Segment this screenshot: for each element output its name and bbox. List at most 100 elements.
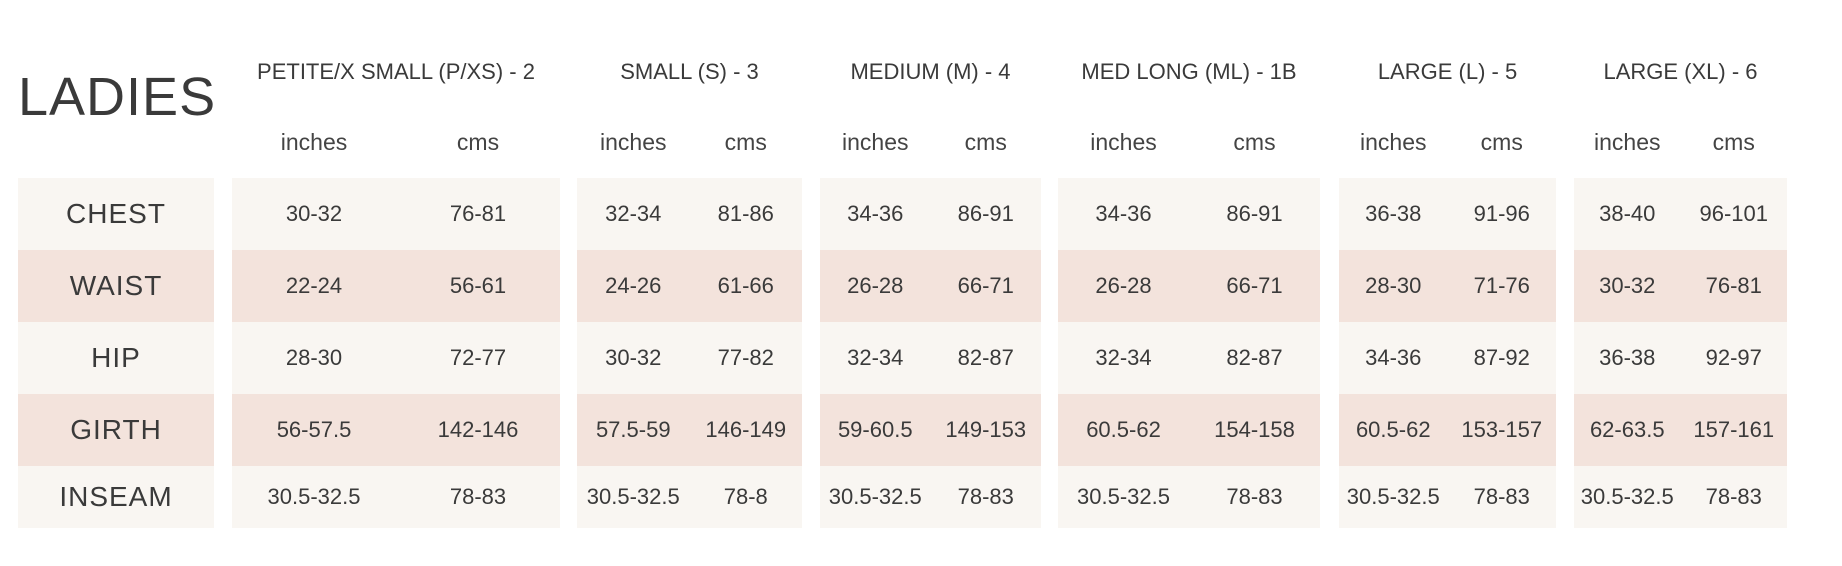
value-inches: 30.5-32.5: [1580, 484, 1674, 509]
row-bg: [1058, 250, 1320, 322]
value-inches: 32-34: [1095, 345, 1152, 370]
row-bg: [577, 394, 802, 466]
unit-cms-label: cms: [1233, 128, 1276, 155]
value-cms: 78-8: [723, 484, 768, 509]
value-inches: 32-34: [847, 345, 904, 370]
row-bg: [1339, 466, 1556, 528]
value-inches: 30.5-32.5: [1077, 484, 1170, 509]
row-bg: [820, 322, 1041, 394]
unit-inches-label: inches: [600, 128, 667, 155]
value-cms: 82-87: [1226, 345, 1283, 370]
value-inches: 30-32: [285, 201, 343, 226]
size-header: LARGE (XL) - 6: [1603, 59, 1758, 84]
value-inches: 24-26: [605, 273, 662, 298]
value-cms: 146-149: [705, 417, 787, 442]
value-cms: 91-96: [1473, 201, 1530, 226]
value-cms: 149-153: [945, 417, 1027, 442]
row-bg: [820, 250, 1041, 322]
value-inches: 30.5-32.5: [267, 484, 361, 509]
row-label-hip: HIP: [18, 322, 214, 394]
value-inches: 22-24: [285, 273, 343, 298]
row-bg: [232, 466, 560, 528]
value-inches: 32-34: [605, 201, 662, 226]
value-inches: 28-30: [285, 345, 343, 370]
unit-cms-label: cms: [724, 128, 767, 155]
value-inches: 30.5-32.5: [828, 484, 922, 509]
row-bg: [1574, 322, 1787, 394]
row-bg: [232, 178, 560, 250]
value-inches: 30.5-32.5: [1346, 484, 1440, 509]
value-cms: 66-71: [957, 273, 1014, 298]
row-bg: [1058, 466, 1320, 528]
unit-inches-label: inches: [1090, 128, 1157, 155]
value-inches: 30-32: [1599, 273, 1656, 298]
row-label-chest: CHEST: [18, 178, 214, 250]
value-cms: 72-77: [449, 345, 507, 370]
value-cms: 76-81: [449, 201, 507, 226]
value-cms: 56-61: [449, 273, 507, 298]
row-bg: [1058, 322, 1320, 394]
row-bg: [577, 178, 802, 250]
value-inches: 36-38: [1599, 345, 1656, 370]
value-inches: 59-60.5: [837, 417, 913, 442]
row-bg: [577, 322, 802, 394]
value-cms: 92-97: [1705, 345, 1762, 370]
row-label-waist: WAIST: [18, 250, 214, 322]
row-bg: [1339, 250, 1556, 322]
value-inches: 28-30: [1365, 273, 1422, 298]
unit-cms-label: cms: [456, 128, 500, 155]
row-bg: [577, 250, 802, 322]
row-bg: [1058, 178, 1320, 250]
value-cms: 77-82: [717, 345, 774, 370]
row-label-inseam: INSEAM: [18, 466, 214, 528]
row-bg: [232, 250, 560, 322]
size-header: LARGE (L) - 5: [1377, 59, 1518, 84]
row-bg: [820, 394, 1041, 466]
unit-cms-label: cms: [964, 128, 1007, 155]
row-bg: [1574, 250, 1787, 322]
unit-inches-label: inches: [1594, 128, 1661, 155]
value-cms: 78-83: [1473, 484, 1530, 509]
value-cms: 157-161: [1693, 417, 1775, 442]
value-cms: 87-92: [1473, 345, 1530, 370]
unit-cms-label: cms: [1712, 128, 1755, 155]
value-cms: 154-158: [1214, 417, 1295, 442]
value-cms: 71-76: [1473, 273, 1530, 298]
table-title: LADIES: [18, 67, 217, 127]
value-cms: 78-83: [1226, 484, 1283, 509]
value-cms: 61-66: [717, 273, 774, 298]
row-bg: [1058, 394, 1320, 466]
unit-inches-label: inches: [280, 128, 348, 155]
value-cms: 82-87: [957, 345, 1014, 370]
row-bg: [1574, 178, 1787, 250]
value-inches: 56-57.5: [276, 417, 352, 442]
value-cms: 81-86: [717, 201, 774, 226]
value-inches: 60.5-62: [1086, 417, 1161, 442]
value-cms: 96-101: [1699, 201, 1768, 226]
row-bg: [1574, 466, 1787, 528]
value-inches: 57.5-59: [595, 417, 671, 442]
row-bg: [820, 178, 1041, 250]
value-inches: 34-36: [1365, 345, 1422, 370]
row-bg: [232, 322, 560, 394]
value-inches: 30-32: [605, 345, 662, 370]
row-bg: [1339, 178, 1556, 250]
value-inches: 34-36: [847, 201, 904, 226]
row-label-girth: GIRTH: [18, 394, 214, 466]
value-cms: 86-91: [957, 201, 1014, 226]
value-inches: 26-28: [1095, 273, 1152, 298]
value-cms: 78-83: [449, 484, 507, 509]
unit-inches-label: inches: [1360, 128, 1427, 155]
row-bg: [1574, 394, 1787, 466]
value-cms: 78-83: [957, 484, 1014, 509]
value-cms: 78-83: [1705, 484, 1762, 509]
value-inches: 30.5-32.5: [586, 484, 680, 509]
size-header: MED LONG (ML) - 1B: [1081, 59, 1297, 84]
row-bg: [820, 466, 1041, 528]
value-inches: 60.5-62: [1355, 417, 1431, 442]
value-cms: 66-71: [1226, 273, 1283, 298]
value-cms: 76-81: [1705, 273, 1762, 298]
size-header: PETITE/X SMALL (P/XS) - 2: [257, 59, 535, 84]
row-bg: [1339, 322, 1556, 394]
value-inches: 34-36: [1095, 201, 1152, 226]
